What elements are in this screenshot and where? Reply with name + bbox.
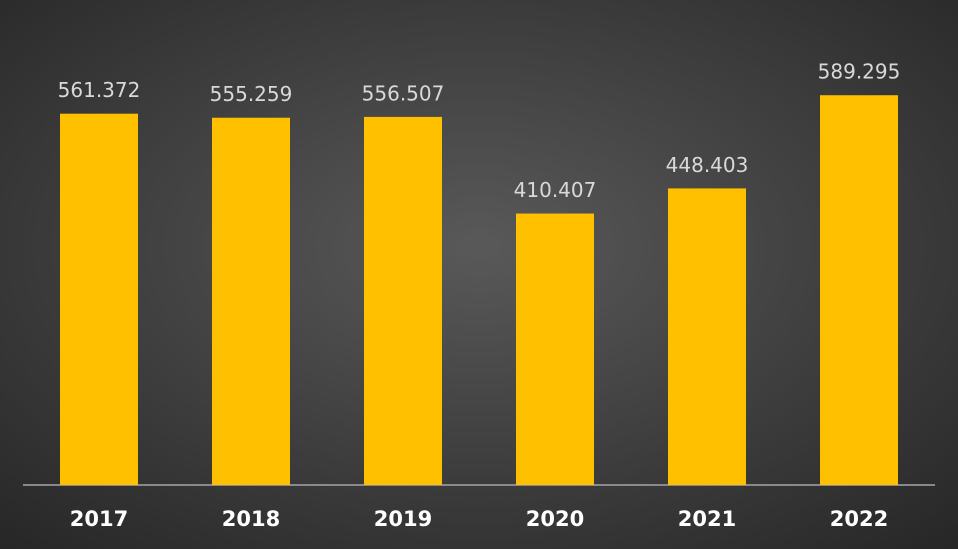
x-tick-label: 2017 bbox=[70, 507, 128, 531]
x-tick-label: 2020 bbox=[526, 507, 584, 531]
value-label: 555.259 bbox=[210, 82, 293, 106]
x-tick-label: 2018 bbox=[222, 507, 280, 531]
x-tick-label: 2022 bbox=[830, 507, 888, 531]
bar bbox=[668, 188, 746, 485]
value-label: 448.403 bbox=[666, 153, 749, 177]
value-label: 589.295 bbox=[818, 60, 901, 84]
x-tick-label: 2021 bbox=[678, 507, 736, 531]
bar bbox=[60, 113, 138, 486]
bar bbox=[820, 95, 898, 485]
value-label: 561.372 bbox=[58, 78, 141, 102]
value-label: 556.507 bbox=[362, 81, 445, 105]
x-tick-label: 2019 bbox=[374, 507, 432, 531]
bar bbox=[364, 116, 442, 485]
bar bbox=[212, 117, 290, 485]
value-label: 410.407 bbox=[514, 178, 597, 202]
bar bbox=[516, 213, 594, 485]
